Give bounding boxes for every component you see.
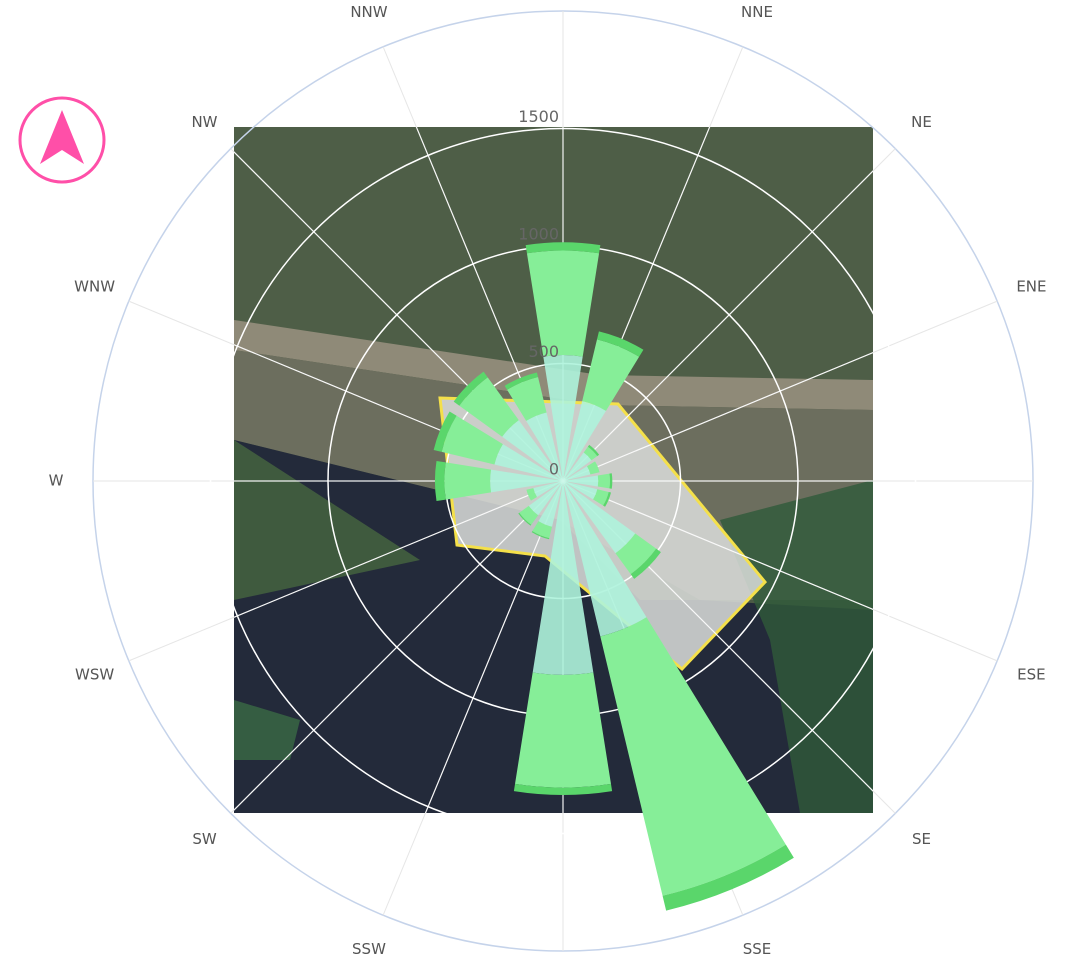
- bar-segment: [494, 444, 563, 481]
- radial-tick-label: 500: [528, 342, 559, 361]
- direction-label: ESE: [1017, 666, 1045, 684]
- bar-segment: [433, 411, 457, 452]
- bar-segment: [600, 617, 786, 896]
- radial-tick-label: 1000: [518, 225, 559, 244]
- bar-segment: [532, 481, 594, 675]
- bar-segment: [525, 242, 601, 254]
- spoke-inner: [234, 480, 564, 618]
- bar-segment: [563, 452, 592, 481]
- bar-segment: [563, 481, 636, 554]
- direction-label: SE: [912, 830, 931, 848]
- bar-segment: [662, 844, 794, 911]
- direction-label: SSW: [352, 940, 386, 958]
- bar-segment: [434, 460, 446, 502]
- direction-label: SSE: [743, 940, 772, 958]
- bar-segment: [563, 401, 606, 481]
- bar-segment: [597, 331, 644, 357]
- spoke-inner: [234, 480, 564, 811]
- direction-label: WSW: [75, 666, 114, 684]
- bar-segment: [459, 377, 519, 437]
- bar-segment: [528, 481, 563, 516]
- bars: [433, 242, 794, 911]
- bar-segment: [563, 481, 598, 500]
- bar-segment: [597, 473, 610, 489]
- direction-label: SW: [192, 830, 217, 848]
- direction-label: NE: [911, 113, 932, 131]
- north-indicator: [18, 96, 106, 184]
- direction-label: NW: [191, 113, 217, 131]
- bar-segment: [563, 466, 591, 481]
- bar-segment: [513, 783, 613, 795]
- bar-segment: [587, 461, 600, 475]
- labels: 050010001500NNENEENEEESESESSESSSWSWWSWWW…: [49, 3, 1066, 958]
- bar-segment: [563, 481, 647, 637]
- direction-label: NNW: [350, 3, 387, 21]
- bar-segment: [583, 446, 598, 461]
- direction-label: NNE: [741, 3, 773, 21]
- bar-segment: [441, 415, 503, 465]
- direction-label: W: [49, 472, 64, 490]
- bar-segment: [582, 339, 640, 411]
- bar-segment: [519, 505, 539, 525]
- radial-tick-label: 1500: [518, 107, 559, 126]
- bar-segment: [630, 548, 661, 579]
- bar-segment: [490, 469, 563, 493]
- spoke-inner: [562, 351, 873, 482]
- bar-segment: [504, 372, 539, 390]
- bar-segment: [526, 412, 563, 481]
- bar-segment: [531, 531, 550, 540]
- radial-tick-label: 0: [549, 460, 559, 479]
- spoke-inner: [562, 170, 873, 482]
- bar-segment: [563, 475, 599, 487]
- bar-segment: [543, 355, 583, 481]
- direction-label: ENE: [1016, 277, 1046, 295]
- bar-segment: [502, 420, 563, 481]
- bar-segment: [532, 521, 553, 539]
- spoke-inner: [562, 480, 873, 611]
- bar-segment: [603, 491, 611, 507]
- bar-segment: [615, 533, 657, 575]
- bar-segment: [518, 512, 532, 526]
- bar-segment: [538, 481, 563, 527]
- bar-segment: [515, 672, 611, 788]
- spoke-inner: [424, 480, 564, 813]
- bar-segment: [593, 489, 609, 506]
- bar-segment: [453, 371, 488, 406]
- bar-segment: [444, 462, 492, 500]
- bar-segment: [587, 444, 600, 457]
- bar-segment: [526, 488, 537, 501]
- bar-segment: [609, 473, 613, 489]
- bar-segment: [533, 481, 563, 497]
- bar-segment: [526, 250, 600, 357]
- bar-segment: [507, 377, 547, 421]
- direction-label: WNW: [74, 277, 115, 295]
